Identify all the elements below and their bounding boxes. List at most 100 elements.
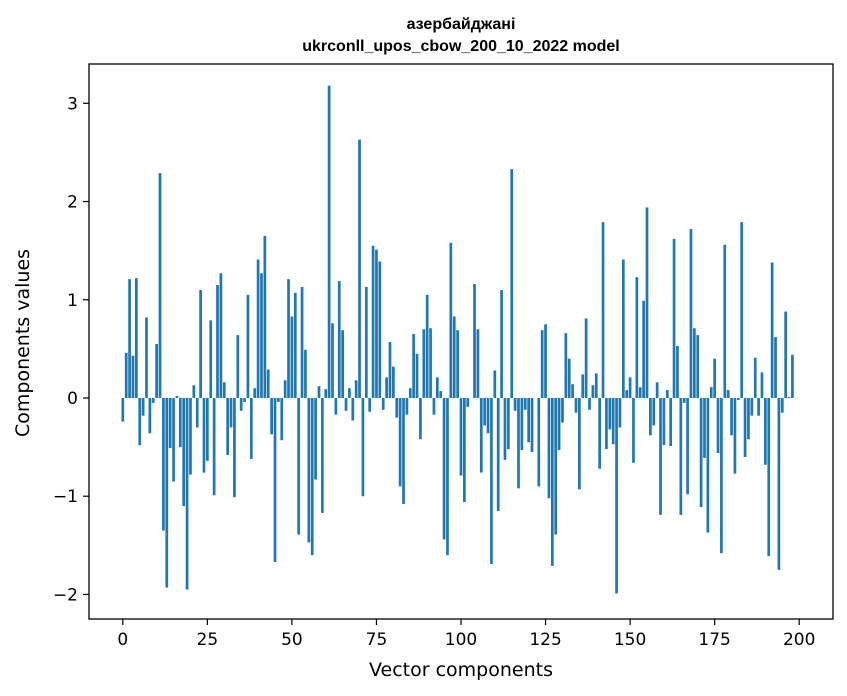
bar-160	[662, 397, 666, 446]
bar-14	[168, 397, 172, 449]
bar-70	[358, 139, 361, 398]
bar-132	[567, 358, 571, 398]
bar-66	[344, 397, 348, 411]
bar-137	[584, 318, 588, 398]
plot-area-frame	[88, 63, 834, 620]
bar-161	[665, 390, 669, 398]
bar-40	[256, 259, 260, 398]
bar-109	[490, 397, 493, 564]
bar-167	[686, 397, 689, 495]
bar-54	[304, 349, 307, 398]
x-tick-label: 175	[698, 630, 730, 650]
bar-141	[598, 397, 602, 469]
bar-172	[703, 397, 706, 458]
bar-60	[324, 389, 328, 398]
bar-41	[260, 273, 263, 398]
bar-86	[412, 334, 416, 398]
bar-56	[310, 397, 314, 556]
x-tick-label: 75	[366, 630, 388, 650]
bar-107	[483, 397, 487, 426]
bar-49	[287, 279, 290, 398]
y-tick-label: 3	[67, 94, 78, 114]
bar-29	[219, 273, 223, 398]
bar-177	[720, 397, 723, 554]
y-tick-label: 0	[67, 389, 78, 409]
bar-8	[148, 397, 152, 434]
bar-106	[479, 397, 483, 473]
bar-0	[121, 397, 125, 422]
bar-164	[676, 345, 679, 398]
bar-22	[195, 397, 199, 428]
bar-6	[141, 397, 145, 416]
x-tick-label: 125	[529, 630, 561, 650]
bar-196	[784, 311, 788, 398]
y-tick-label: 2	[67, 193, 78, 213]
bar-4	[134, 278, 138, 398]
bar-184	[743, 397, 747, 457]
bar-11	[158, 173, 162, 398]
bar-138	[588, 397, 591, 410]
bar-99	[456, 330, 459, 398]
bar-88	[419, 397, 422, 440]
bar-165	[679, 397, 683, 515]
bar-43	[266, 369, 270, 398]
bar-101	[463, 397, 466, 503]
bar-55	[307, 397, 311, 543]
bar-12	[162, 397, 165, 531]
bar-81	[395, 397, 399, 418]
bar-5	[138, 397, 142, 446]
bar-140	[594, 373, 598, 398]
bar-16	[175, 396, 179, 398]
bar-47	[280, 397, 284, 441]
bar-48	[283, 380, 287, 398]
bar-149	[625, 390, 629, 398]
bar-152	[635, 277, 639, 398]
bar-150	[628, 377, 632, 398]
y-axis-label: Components values	[12, 249, 34, 437]
bar-155	[645, 207, 649, 398]
chart-title-line-2: ukrconll_upos_cbow_200_10_2022 model	[302, 38, 619, 55]
bar-92	[432, 397, 436, 415]
bar-77	[381, 397, 385, 410]
bar-148	[621, 259, 625, 398]
bar-80	[392, 366, 395, 398]
bar-170	[696, 335, 700, 398]
bar-7	[145, 317, 148, 398]
bar-123	[537, 397, 541, 487]
bar-46	[277, 397, 280, 402]
bar-193	[774, 337, 777, 398]
bar-115	[510, 169, 514, 398]
bar-143	[605, 397, 608, 450]
bar-9	[151, 397, 155, 403]
bar-59	[320, 397, 324, 513]
x-axis-label: Vector components	[369, 659, 553, 681]
bar-183	[740, 222, 744, 398]
bar-39	[253, 388, 257, 398]
bar-93	[435, 377, 439, 398]
bar-146	[615, 397, 618, 594]
bar-121	[530, 397, 534, 453]
bar-21	[192, 385, 196, 398]
bar-180	[730, 397, 733, 436]
bar-84	[405, 397, 409, 415]
bar-58	[317, 386, 321, 398]
bar-131	[564, 333, 568, 398]
bar-181	[733, 397, 737, 474]
bar-182	[736, 397, 740, 400]
bar-162	[669, 397, 673, 447]
bar-117	[517, 397, 520, 489]
bar-23	[199, 289, 202, 398]
bar-17	[178, 397, 182, 448]
chart-title-line-1: азербайджані	[407, 16, 516, 33]
bar-73	[368, 397, 372, 412]
bars-group	[121, 85, 794, 594]
bar-82	[398, 397, 402, 487]
bar-30	[222, 382, 226, 398]
bar-133	[571, 384, 574, 398]
bar-163	[672, 238, 676, 398]
bar-169	[692, 328, 696, 398]
bar-19	[185, 397, 189, 590]
bar-24	[202, 397, 206, 473]
bar-124	[540, 330, 544, 398]
bar-159	[659, 397, 662, 515]
